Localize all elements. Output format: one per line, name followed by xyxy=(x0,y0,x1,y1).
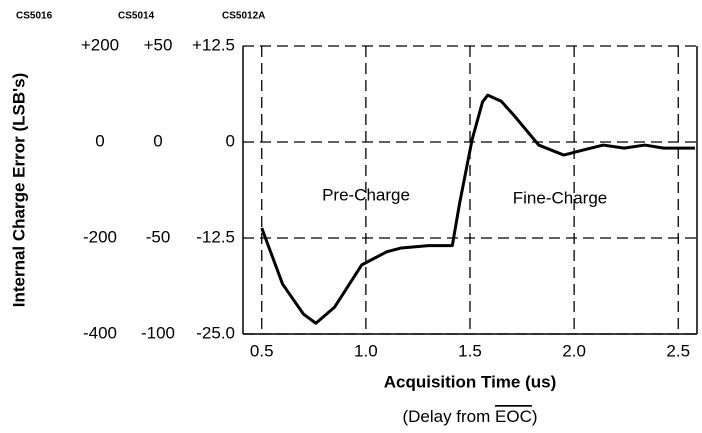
x-note-suffix: ) xyxy=(532,407,538,426)
x-note-prefix: (Delay from xyxy=(402,407,495,426)
y-tick-label: -200 xyxy=(83,227,117,246)
x-axis-label: Acquisition Time (us) xyxy=(384,372,557,391)
y-scale-name: CS5012A xyxy=(222,11,265,22)
y-tick-label: -100 xyxy=(141,323,175,342)
y-tick-label: 0 xyxy=(153,131,162,150)
x-note: (Delay from EOC) xyxy=(402,407,537,426)
line xyxy=(260,93,695,325)
annotation: Fine-Charge xyxy=(513,188,608,207)
x-note-overlined: EOC xyxy=(495,407,532,426)
y-tick-label: 0 xyxy=(226,131,235,150)
y-tick-label: -12.5 xyxy=(196,227,235,246)
x-tick-label: 1.5 xyxy=(458,341,482,360)
y-tick-label: +200 xyxy=(81,35,119,54)
y-axis-label: Internal Charge Error (LSB's) xyxy=(9,73,28,308)
y-tick-label: -50 xyxy=(146,227,171,246)
annotation: Pre-Charge xyxy=(322,185,410,204)
y-tick-label: -400 xyxy=(83,323,117,342)
y-tick-label: 0 xyxy=(95,131,104,150)
x-tick-label: 2.0 xyxy=(562,341,586,360)
y-tick-label: +12.5 xyxy=(192,35,235,54)
x-tick-label: 0.5 xyxy=(250,341,274,360)
y-tick-label: +50 xyxy=(144,35,173,54)
y-tick-label: -25.0 xyxy=(196,323,235,342)
y-scale-name: CS5016 xyxy=(16,11,53,22)
y-scale-name: CS5014 xyxy=(118,11,155,22)
x-tick-label: 2.5 xyxy=(666,341,690,360)
x-tick-label: 1.0 xyxy=(354,341,378,360)
